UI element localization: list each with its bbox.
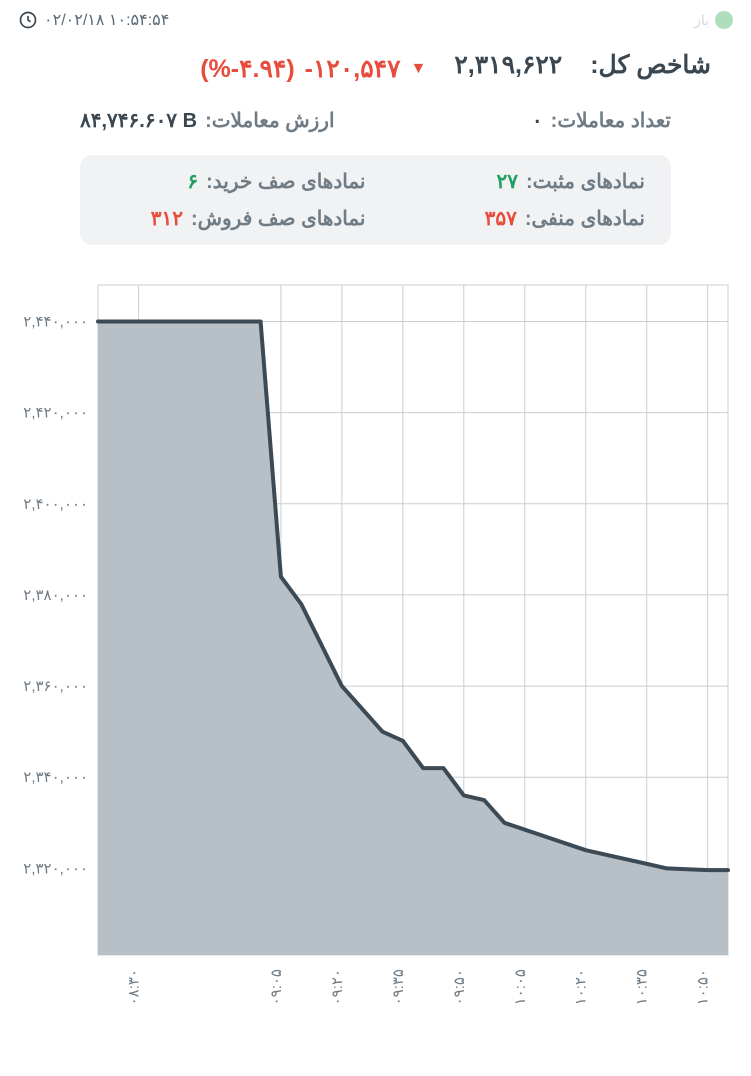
pos-label: نمادهای مثبت: xyxy=(526,169,645,194)
svg-text:۰۸:۳۰: ۰۸:۳۰ xyxy=(126,969,143,1005)
buy-queue: نمادهای صف خرید: ۶ xyxy=(106,169,366,194)
sellq-label: نمادهای صف فروش: xyxy=(191,206,366,231)
svg-text:۱۰:۵۰: ۱۰:۵۰ xyxy=(695,969,712,1005)
svg-text:۱۰:۳۵: ۱۰:۳۵ xyxy=(634,969,651,1005)
sell-queue: نمادهای صف فروش: ۳۱۲ xyxy=(106,206,366,231)
svg-text:۲,۳۴۰,۰۰۰: ۲,۳۴۰,۰۰۰ xyxy=(23,769,88,786)
metrics-panel: شاخص کل: ۲,۳۱۹,۶۲۲ ▼ -۱۲۰,۵۴۷ (%-۴.۹۴) ت… xyxy=(0,36,751,155)
down-triangle-icon: ▼ xyxy=(411,60,427,78)
svg-text:۲,۳۸۰,۰۰۰: ۲,۳۸۰,۰۰۰ xyxy=(23,587,88,604)
pos-symbols: نمادهای مثبت: ۲۷ xyxy=(386,169,646,194)
neg-value: ۳۵۷ xyxy=(485,206,517,231)
trades-value-label: ارزش معاملات: xyxy=(205,108,334,133)
clock-icon xyxy=(18,10,38,30)
svg-text:۰۹:۲۰: ۰۹:۲۰ xyxy=(329,969,346,1005)
change-pct: (%-۴.۹۴) xyxy=(200,54,294,84)
timestamp-group: ۰۲/۰۲/۱۸ ۱۰:۵۴:۵۴ xyxy=(18,10,169,30)
svg-text:۰۹:۳۵: ۰۹:۳۵ xyxy=(390,969,407,1005)
svg-text:۲,۳۲۰,۰۰۰: ۲,۳۲۰,۰۰۰ xyxy=(23,860,88,877)
timestamp: ۰۲/۰۲/۱۸ ۱۰:۵۴:۵۴ xyxy=(44,10,169,30)
sellq-value: ۳۱۲ xyxy=(151,206,183,231)
index-row: شاخص کل: ۲,۳۱۹,۶۲۲ ▼ -۱۲۰,۵۴۷ (%-۴.۹۴) xyxy=(40,50,711,102)
svg-text:۱۰:۰۵: ۱۰:۰۵ xyxy=(512,969,529,1005)
brand-icon xyxy=(715,11,733,29)
change-value: -۱۲۰,۵۴۷ xyxy=(305,54,401,84)
svg-text:۲,۳۶۰,۰۰۰: ۲,۳۶۰,۰۰۰ xyxy=(23,678,88,695)
index-value: ۲,۳۱۹,۶۲۲ xyxy=(454,50,562,80)
svg-text:۰۹:۵۰: ۰۹:۵۰ xyxy=(451,969,468,1005)
brand-text: باز xyxy=(694,13,709,27)
index-change: ▼ -۱۲۰,۵۴۷ (%-۴.۹۴) xyxy=(200,54,426,84)
svg-text:۱۰:۲۰: ۱۰:۲۰ xyxy=(573,969,590,1005)
pos-value: ۲۷ xyxy=(496,169,517,194)
neg-symbols: نمادهای منفی: ۳۵۷ xyxy=(386,206,646,231)
trades-count-value: ۰ xyxy=(532,108,543,133)
index-label: شاخص کل: xyxy=(590,50,711,80)
trades-count-label: تعداد معاملات: xyxy=(551,108,671,133)
buyq-value: ۶ xyxy=(187,169,198,194)
trades-value: ارزش معاملات: ۸۴,۷۴۶.۶۰۷ B xyxy=(80,108,335,133)
brand: باز xyxy=(694,11,733,29)
trades-value-value: ۸۴,۷۴۶.۶۰۷ B xyxy=(80,108,197,133)
header: ۰۲/۰۲/۱۸ ۱۰:۵۴:۵۴ باز xyxy=(0,0,751,36)
trades-row: تعداد معاملات: ۰ ارزش معاملات: ۸۴,۷۴۶.۶۰… xyxy=(40,102,711,147)
svg-text:۲,۴۴۰,۰۰۰: ۲,۴۴۰,۰۰۰ xyxy=(23,313,88,330)
neg-label: نمادهای منفی: xyxy=(525,206,645,231)
chart-area: ۲,۳۲۰,۰۰۰ ۲,۳۴۰,۰۰۰ ۲,۳۶۰,۰۰۰ ۲,۳۸۰,۰۰۰ ۲,۴۰… xyxy=(0,261,751,1055)
svg-text:۰۹:۰۵: ۰۹:۰۵ xyxy=(268,969,285,1005)
trades-count: تعداد معاملات: ۰ xyxy=(532,108,671,133)
buyq-label: نمادهای صف خرید: xyxy=(206,169,365,194)
svg-text:۲,۴۰۰,۰۰۰: ۲,۴۰۰,۰۰۰ xyxy=(23,496,88,513)
svg-text:۲,۴۲۰,۰۰۰: ۲,۴۲۰,۰۰۰ xyxy=(23,405,88,422)
index-chart: ۲,۳۲۰,۰۰۰ ۲,۳۴۰,۰۰۰ ۲,۳۶۰,۰۰۰ ۲,۳۸۰,۰۰۰ ۲,۴۰… xyxy=(12,275,739,1055)
symbols-box: نمادهای مثبت: ۲۷ نمادهای صف خرید: ۶ نماد… xyxy=(80,155,671,245)
